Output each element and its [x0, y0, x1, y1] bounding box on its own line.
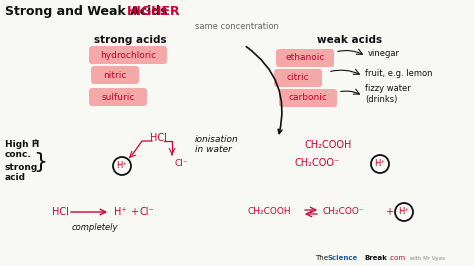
Text: nitric: nitric [103, 70, 127, 80]
Text: H⁺: H⁺ [399, 207, 410, 217]
Text: fizzy water
(drinks): fizzy water (drinks) [365, 84, 411, 104]
Text: }: } [33, 152, 47, 172]
Text: HIGHER: HIGHER [127, 5, 181, 18]
Text: citric: citric [287, 73, 310, 82]
Text: vinegar: vinegar [368, 49, 400, 59]
Text: Cl⁻: Cl⁻ [140, 207, 155, 217]
Text: H⁺: H⁺ [114, 207, 127, 217]
Text: completely: completely [72, 223, 118, 232]
Text: The: The [315, 255, 328, 261]
Text: H⁺: H⁺ [374, 160, 385, 168]
Text: strong: strong [5, 163, 38, 172]
Text: CH₂COO⁻: CH₂COO⁻ [295, 158, 340, 168]
Text: strong acids: strong acids [94, 35, 166, 45]
Text: +: + [130, 207, 138, 217]
Text: +: + [32, 138, 38, 144]
Text: with Mr Vyas: with Mr Vyas [408, 256, 445, 261]
Text: weak acids: weak acids [318, 35, 383, 45]
Text: ionisation
in water: ionisation in water [195, 135, 239, 154]
Text: hydrochloric: hydrochloric [100, 51, 156, 60]
Text: HCl: HCl [52, 207, 69, 217]
Text: HCl: HCl [150, 133, 166, 143]
Text: conc.: conc. [5, 150, 32, 159]
FancyBboxPatch shape [276, 49, 334, 67]
Text: +: + [385, 207, 393, 217]
Text: acid: acid [5, 173, 26, 182]
Text: same concentration: same concentration [195, 22, 279, 31]
Text: fruit, e.g. lemon: fruit, e.g. lemon [365, 69, 432, 78]
Text: Cl⁻: Cl⁻ [175, 159, 189, 168]
Text: sulfuric: sulfuric [101, 93, 135, 102]
Text: carbonic: carbonic [289, 94, 328, 102]
Text: High H: High H [5, 140, 39, 149]
Text: H⁺: H⁺ [117, 161, 128, 171]
FancyBboxPatch shape [91, 66, 139, 84]
Text: CH₂COOH: CH₂COOH [305, 140, 352, 150]
Text: Break: Break [364, 255, 387, 261]
FancyBboxPatch shape [274, 69, 322, 87]
FancyBboxPatch shape [89, 88, 147, 106]
Text: Strong and Weak Acids: Strong and Weak Acids [5, 5, 172, 18]
Text: Science: Science [328, 255, 358, 261]
FancyBboxPatch shape [89, 46, 167, 64]
Text: .com: .com [388, 255, 405, 261]
Text: CH₂COO⁻: CH₂COO⁻ [323, 207, 365, 217]
Text: ethanoic: ethanoic [285, 53, 325, 63]
FancyArrowPatch shape [246, 47, 282, 134]
Text: CH₂COOH: CH₂COOH [248, 207, 292, 217]
FancyBboxPatch shape [279, 89, 337, 107]
